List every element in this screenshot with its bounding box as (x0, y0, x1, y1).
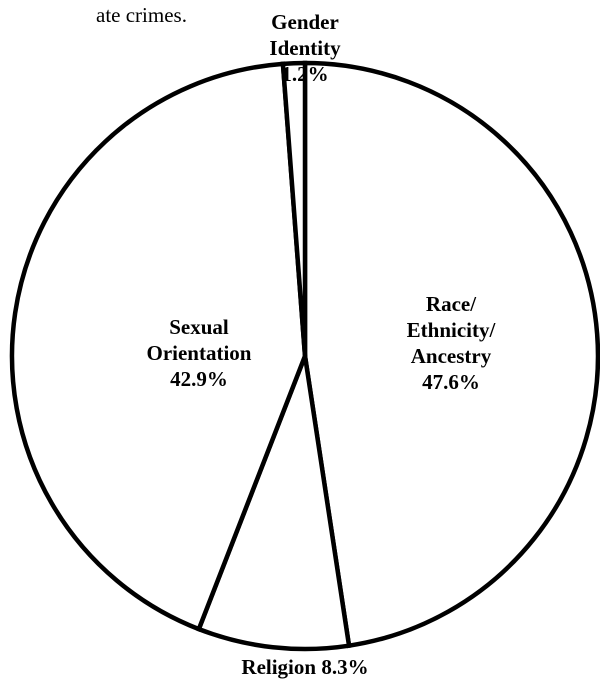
pie-label-sexual-orientation: Sexual Orientation 42.9% (147, 315, 252, 391)
pie-label-line: Gender (271, 10, 339, 34)
pie-label-line: 47.6% (422, 370, 480, 394)
pie-label-line: Orientation (147, 341, 252, 365)
pie-label-line: Religion 8.3% (241, 655, 368, 679)
pie-slice-race-ethnicity-ancestry (302, 60, 600, 649)
pie-slice-gender-identity (280, 60, 308, 357)
pie-label-line: Race/ (426, 292, 477, 316)
pie-label-line: 42.9% (170, 367, 228, 391)
pie-slice-sexual-orientation (9, 61, 308, 633)
pie-labels: Race/Ethnicity/Ancestry 47.6% Religion 8.3… (147, 10, 497, 679)
pie-label-line: Identity (269, 36, 341, 60)
caption-fragment: ate crimes. (96, 3, 187, 27)
pie-label-religion: Religion 8.3% (241, 655, 368, 679)
pie-label-line: 1.2% (281, 62, 328, 86)
pie-label-gender-identity: Gender Identity 1.2% (269, 10, 341, 86)
pie-slice-religion (195, 347, 352, 652)
pie-label-race-ethnicity-ancestry: Race/Ethnicity/Ancestry 47.6% (407, 292, 497, 394)
pie-slices (9, 60, 600, 652)
pie-label-line: Sexual (169, 315, 229, 339)
pie-label-line: Ethnicity/ (407, 318, 497, 342)
pie-label-line: Ancestry (411, 344, 492, 368)
